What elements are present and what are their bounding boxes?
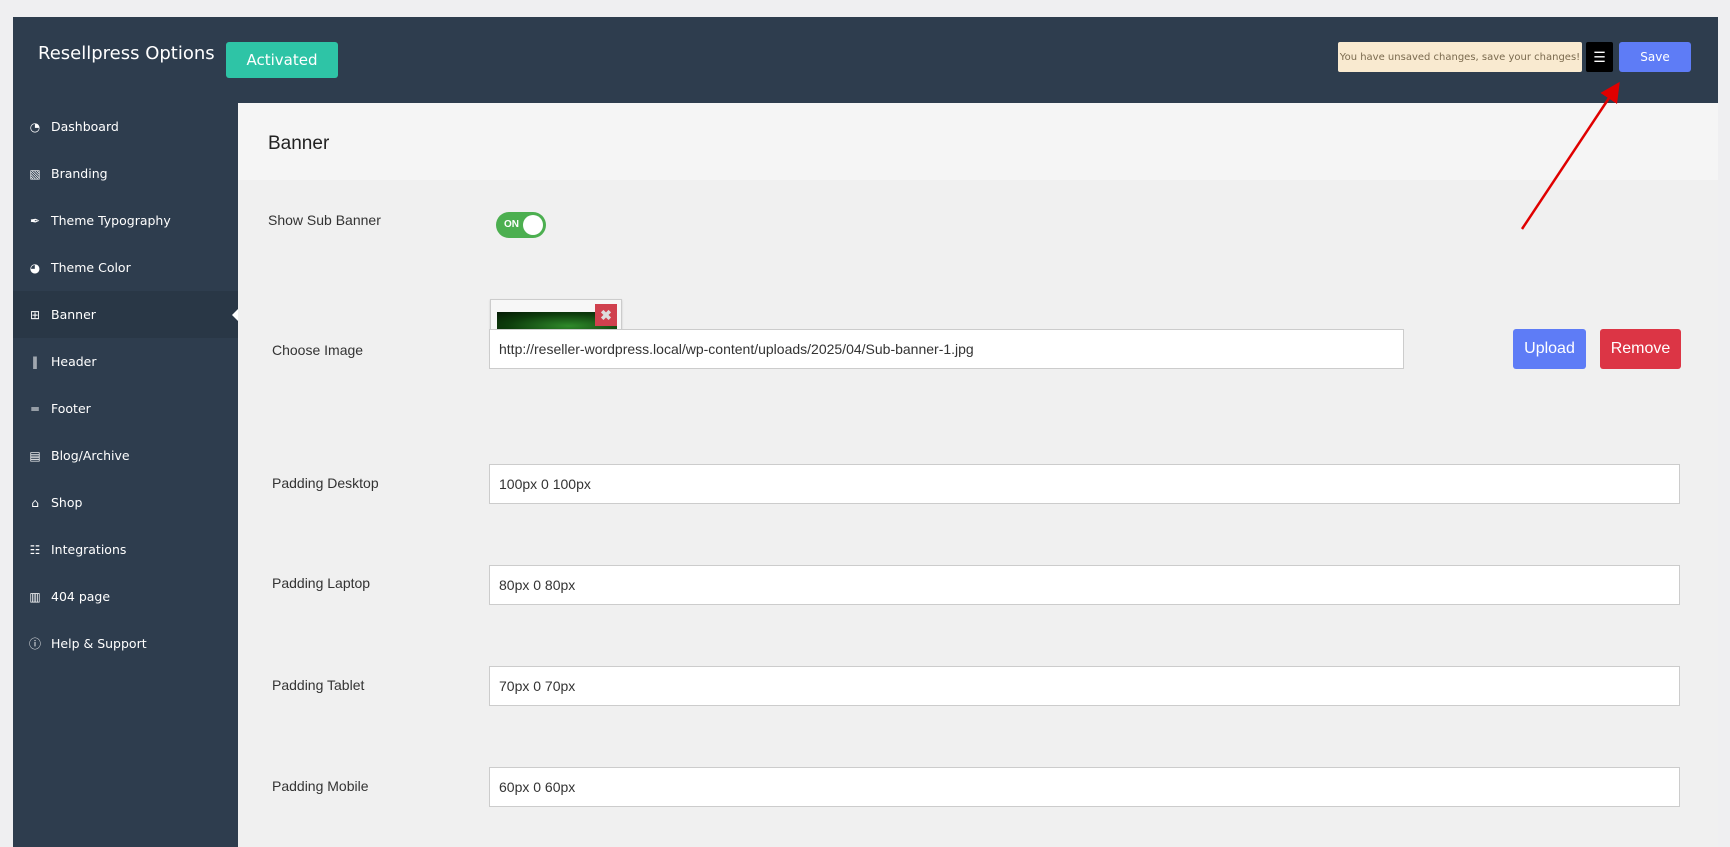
- section-title: Banner: [238, 103, 1718, 180]
- sidebar-item-icon: ◔: [29, 119, 41, 134]
- app-title: Resellpress Options: [38, 43, 215, 64]
- upload-button[interactable]: Upload: [1513, 329, 1586, 369]
- image-url-input[interactable]: http://reseller-wordpress.local/wp-conte…: [489, 329, 1404, 369]
- sidebar-item-label: Dashboard: [51, 119, 119, 134]
- sidebar-item-icon: ▤: [29, 448, 41, 463]
- sidebar-item-label: Footer: [51, 401, 91, 416]
- sidebar-item-blog-archive[interactable]: ▤ Blog/Archive: [13, 432, 238, 479]
- sidebar-item-icon: ▥: [29, 589, 41, 604]
- padding-desktop-input[interactable]: 100px 0 100px: [489, 464, 1680, 504]
- sidebar-item-theme-typography[interactable]: ✒ Theme Typography: [13, 197, 238, 244]
- sidebar-item-icon: ☷: [29, 542, 41, 557]
- sidebar-item-dashboard[interactable]: ◔ Dashboard: [13, 103, 238, 150]
- sidebar: ◔ Dashboard ▧ Branding ✒ Theme Typography ◕ The…: [13, 103, 238, 667]
- sidebar-item-label: Shop: [51, 495, 83, 510]
- sidebar-item-theme-color[interactable]: ◕ Theme Color: [13, 244, 238, 291]
- sidebar-item-footer[interactable]: ═ Footer: [13, 385, 238, 432]
- sidebar-item-icon: ▧: [29, 166, 41, 181]
- padding-mobile-label: Padding Mobile: [272, 778, 369, 794]
- sidebar-item-label: Theme Typography: [51, 213, 171, 228]
- delete-image-icon[interactable]: ✖: [595, 304, 617, 326]
- sidebar-item-icon: ═: [31, 401, 39, 416]
- padding-mobile-input[interactable]: 60px 0 60px: [489, 767, 1680, 807]
- sidebar-item-header[interactable]: ‖ Header: [13, 338, 238, 385]
- sidebar-item-branding[interactable]: ▧ Branding: [13, 150, 238, 197]
- sidebar-item-icon: ✒: [29, 213, 41, 228]
- sidebar-item-label: Branding: [51, 166, 108, 181]
- unsaved-notice: You have unsaved changes, save your chan…: [1338, 42, 1582, 72]
- remove-button[interactable]: Remove: [1600, 329, 1681, 369]
- sidebar-item-label: Integrations: [51, 542, 127, 557]
- padding-laptop-input[interactable]: 80px 0 80px: [489, 565, 1680, 605]
- show-sub-banner-label: Show Sub Banner: [268, 212, 381, 228]
- padding-tablet-input[interactable]: 70px 0 70px: [489, 666, 1680, 706]
- save-button[interactable]: Save: [1619, 42, 1691, 72]
- sidebar-item-icon: ◕: [29, 260, 41, 275]
- content-area: Banner Show Sub Banner ON Choose Image ✖…: [238, 103, 1718, 847]
- sidebar-item-icon: ⊞: [29, 307, 41, 322]
- sidebar-item-help-support[interactable]: ⓘ Help & Support: [13, 620, 238, 667]
- toggle-state: ON: [504, 219, 519, 230]
- toggle-knob: [523, 215, 543, 235]
- sidebar-item-label: Header: [51, 354, 97, 369]
- image-preview: ✖: [490, 299, 622, 353]
- padding-desktop-label: Padding Desktop: [272, 475, 379, 491]
- sidebar-item-integrations[interactable]: ☷ Integrations: [13, 526, 238, 573]
- sidebar-item-404-page[interactable]: ▥ 404 page: [13, 573, 238, 620]
- top-bar: Resellpress Options Activated You have u…: [13, 17, 1718, 103]
- choose-image-label: Choose Image: [272, 342, 364, 358]
- indent-icon[interactable]: ☰: [1586, 42, 1613, 72]
- activated-badge: Activated: [226, 42, 338, 78]
- sidebar-item-banner[interactable]: ⊞ Banner: [13, 291, 238, 338]
- sidebar-item-label: 404 page: [51, 589, 111, 604]
- padding-tablet-label: Padding Tablet: [272, 677, 365, 693]
- sidebar-item-label: Theme Color: [51, 260, 131, 275]
- show-sub-banner-toggle[interactable]: ON: [496, 212, 546, 238]
- sidebar-item-label: Help & Support: [51, 636, 147, 651]
- sidebar-item-icon: ⓘ: [28, 637, 41, 651]
- sidebar-item-label: Banner: [51, 307, 96, 322]
- sidebar-item-label: Blog/Archive: [51, 448, 130, 463]
- sidebar-item-icon: ⌂: [31, 495, 39, 510]
- sidebar-item-shop[interactable]: ⌂ Shop: [13, 479, 238, 526]
- padding-laptop-label: Padding Laptop: [272, 575, 371, 591]
- sidebar-item-icon: ‖: [32, 354, 38, 369]
